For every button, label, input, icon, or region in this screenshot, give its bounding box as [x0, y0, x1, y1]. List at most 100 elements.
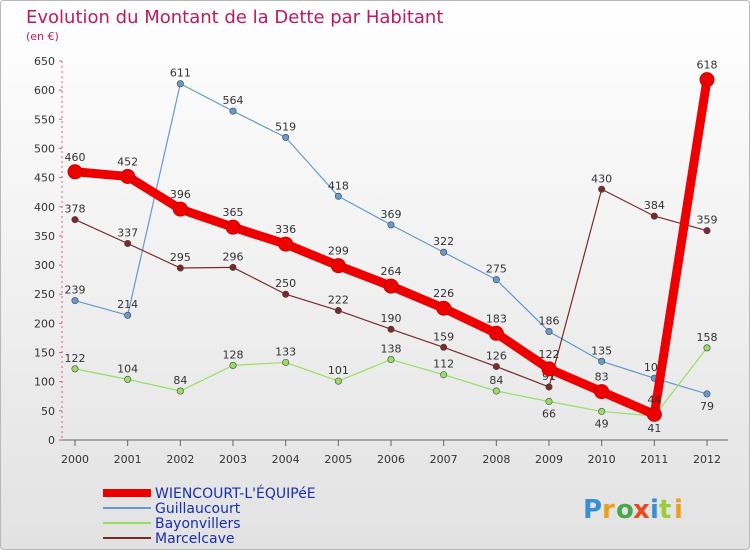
data-point [120, 168, 136, 184]
data-label: 101 [328, 364, 349, 377]
data-point [334, 377, 342, 385]
data-label: 135 [591, 344, 612, 357]
data-point [545, 398, 553, 406]
data-label: 66 [542, 408, 556, 421]
data-label: 418 [328, 179, 349, 192]
x-tick-label: 2004 [272, 453, 300, 466]
chart-subtitle: (en €) [26, 30, 59, 43]
y-tick-label: 350 [34, 230, 55, 243]
y-tick-label: 500 [34, 142, 55, 155]
data-point [176, 264, 184, 272]
data-point [387, 356, 395, 364]
data-point [225, 219, 241, 235]
y-tick-label: 450 [34, 172, 55, 185]
data-point [703, 227, 711, 235]
data-label: 112 [433, 358, 454, 371]
x-tick-label: 2010 [588, 453, 616, 466]
data-point [71, 297, 79, 305]
data-label: 337 [117, 227, 138, 240]
x-tick-label: 2006 [377, 453, 405, 466]
data-label: 138 [381, 343, 402, 356]
data-point [387, 325, 395, 333]
data-label: 122 [65, 352, 86, 365]
data-label: 159 [433, 330, 454, 343]
data-point [330, 258, 346, 274]
y-tick-label: 100 [34, 376, 55, 389]
data-point [492, 276, 500, 284]
data-point [545, 328, 553, 336]
data-point [71, 216, 79, 224]
x-tick-label: 2007 [430, 453, 458, 466]
data-label: 365 [223, 206, 244, 219]
data-label: 226 [433, 287, 454, 300]
data-point [278, 236, 294, 252]
data-label: 618 [697, 59, 718, 72]
data-label: 396 [170, 188, 191, 201]
logo-letter: r [602, 495, 615, 525]
y-tick-label: 300 [34, 259, 55, 272]
data-point [229, 263, 237, 271]
logo-letter: x [633, 495, 650, 525]
data-label: 359 [697, 214, 718, 227]
data-label: 126 [486, 350, 507, 363]
data-label: 296 [223, 250, 244, 263]
data-point [282, 358, 290, 366]
data-point [703, 344, 711, 352]
data-label: 336 [275, 223, 296, 236]
data-point [334, 192, 342, 200]
data-point [650, 212, 658, 220]
data-point [646, 406, 662, 422]
data-label: 83 [595, 371, 609, 384]
data-label: 239 [65, 284, 86, 297]
data-point [440, 248, 448, 256]
data-label: 264 [381, 265, 402, 278]
y-tick-label: 0 [48, 434, 55, 447]
data-label: 275 [486, 263, 507, 276]
x-tick-label: 2009 [535, 453, 563, 466]
data-label: 452 [117, 155, 138, 168]
data-point [541, 361, 557, 377]
legend-label: Bayonvillers [155, 516, 241, 532]
logo-letter: i [650, 495, 659, 525]
data-point [492, 363, 500, 371]
logo-letter: i [674, 495, 683, 525]
data-label: 186 [539, 315, 560, 328]
data-label: 79 [700, 400, 714, 413]
data-label: 378 [65, 203, 86, 216]
data-label: 44 [647, 393, 661, 406]
data-label: 158 [697, 331, 718, 344]
data-label: 222 [328, 294, 349, 307]
data-label: 128 [223, 348, 244, 361]
data-point [488, 325, 504, 341]
x-tick-label: 2001 [114, 453, 142, 466]
logo-letter: t [659, 495, 671, 525]
data-point [67, 164, 83, 180]
y-tick-label: 50 [41, 405, 55, 418]
data-point [176, 80, 184, 88]
y-tick-label: 550 [34, 113, 55, 126]
legend-label: Marcelcave [155, 531, 234, 547]
data-point [598, 407, 606, 415]
x-tick-label: 2008 [482, 453, 510, 466]
data-label: 611 [170, 67, 191, 80]
data-label: 564 [223, 94, 244, 107]
data-point [598, 185, 606, 193]
y-tick-label: 250 [34, 288, 55, 301]
data-label: 41 [647, 422, 661, 435]
data-point [229, 107, 237, 115]
data-label: 84 [489, 374, 503, 387]
data-label: 369 [381, 208, 402, 221]
data-point [71, 365, 79, 373]
data-label: 49 [595, 417, 609, 430]
y-tick-label: 600 [34, 84, 55, 97]
data-label: 190 [381, 312, 402, 325]
data-point [545, 383, 553, 391]
y-tick-label: 200 [34, 317, 55, 330]
data-point [172, 201, 188, 217]
data-point [282, 290, 290, 298]
data-point [440, 371, 448, 379]
data-point [124, 240, 132, 248]
